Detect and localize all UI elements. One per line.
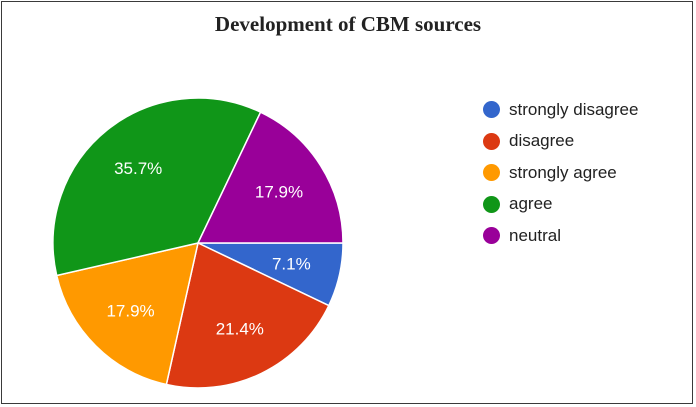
legend-swatch-icon (483, 132, 500, 150)
legend-label: neutral (509, 225, 561, 245)
legend-swatch-icon (483, 164, 500, 182)
legend-swatch-icon (483, 195, 500, 213)
pie-slice-neutral (196, 111, 344, 244)
legend-item: neutral (483, 220, 638, 252)
chart-title: Development of CBM sources (214, 12, 482, 36)
legend-label: strongly disagree (509, 99, 639, 119)
legend-item: strongly agree (483, 157, 638, 189)
legend-swatch-icon (483, 227, 500, 245)
legend-label: agree (509, 194, 553, 214)
legend-label: disagree (509, 131, 575, 151)
pie-slice-disagree (165, 241, 330, 389)
pie-slice-label: 7.1% (272, 255, 311, 274)
legend-label: strongly agree (509, 162, 617, 182)
pie-slice-agree (52, 97, 262, 277)
legend-item: strongly disagree (483, 94, 638, 126)
pie-slice-label: 17.9% (106, 301, 154, 320)
pie-slice-label: 21.4% (216, 320, 264, 339)
legend-item: disagree (483, 126, 638, 158)
legend-item: agree (483, 189, 638, 221)
pie-slice-label: 17.9% (255, 182, 303, 201)
pie-slice-strongly-agree (55, 242, 199, 386)
legend: strongly disagree disagree strongly agree a… (483, 94, 638, 252)
legend-swatch-icon (483, 101, 500, 119)
pie-slice-label: 35.7% (114, 159, 162, 178)
